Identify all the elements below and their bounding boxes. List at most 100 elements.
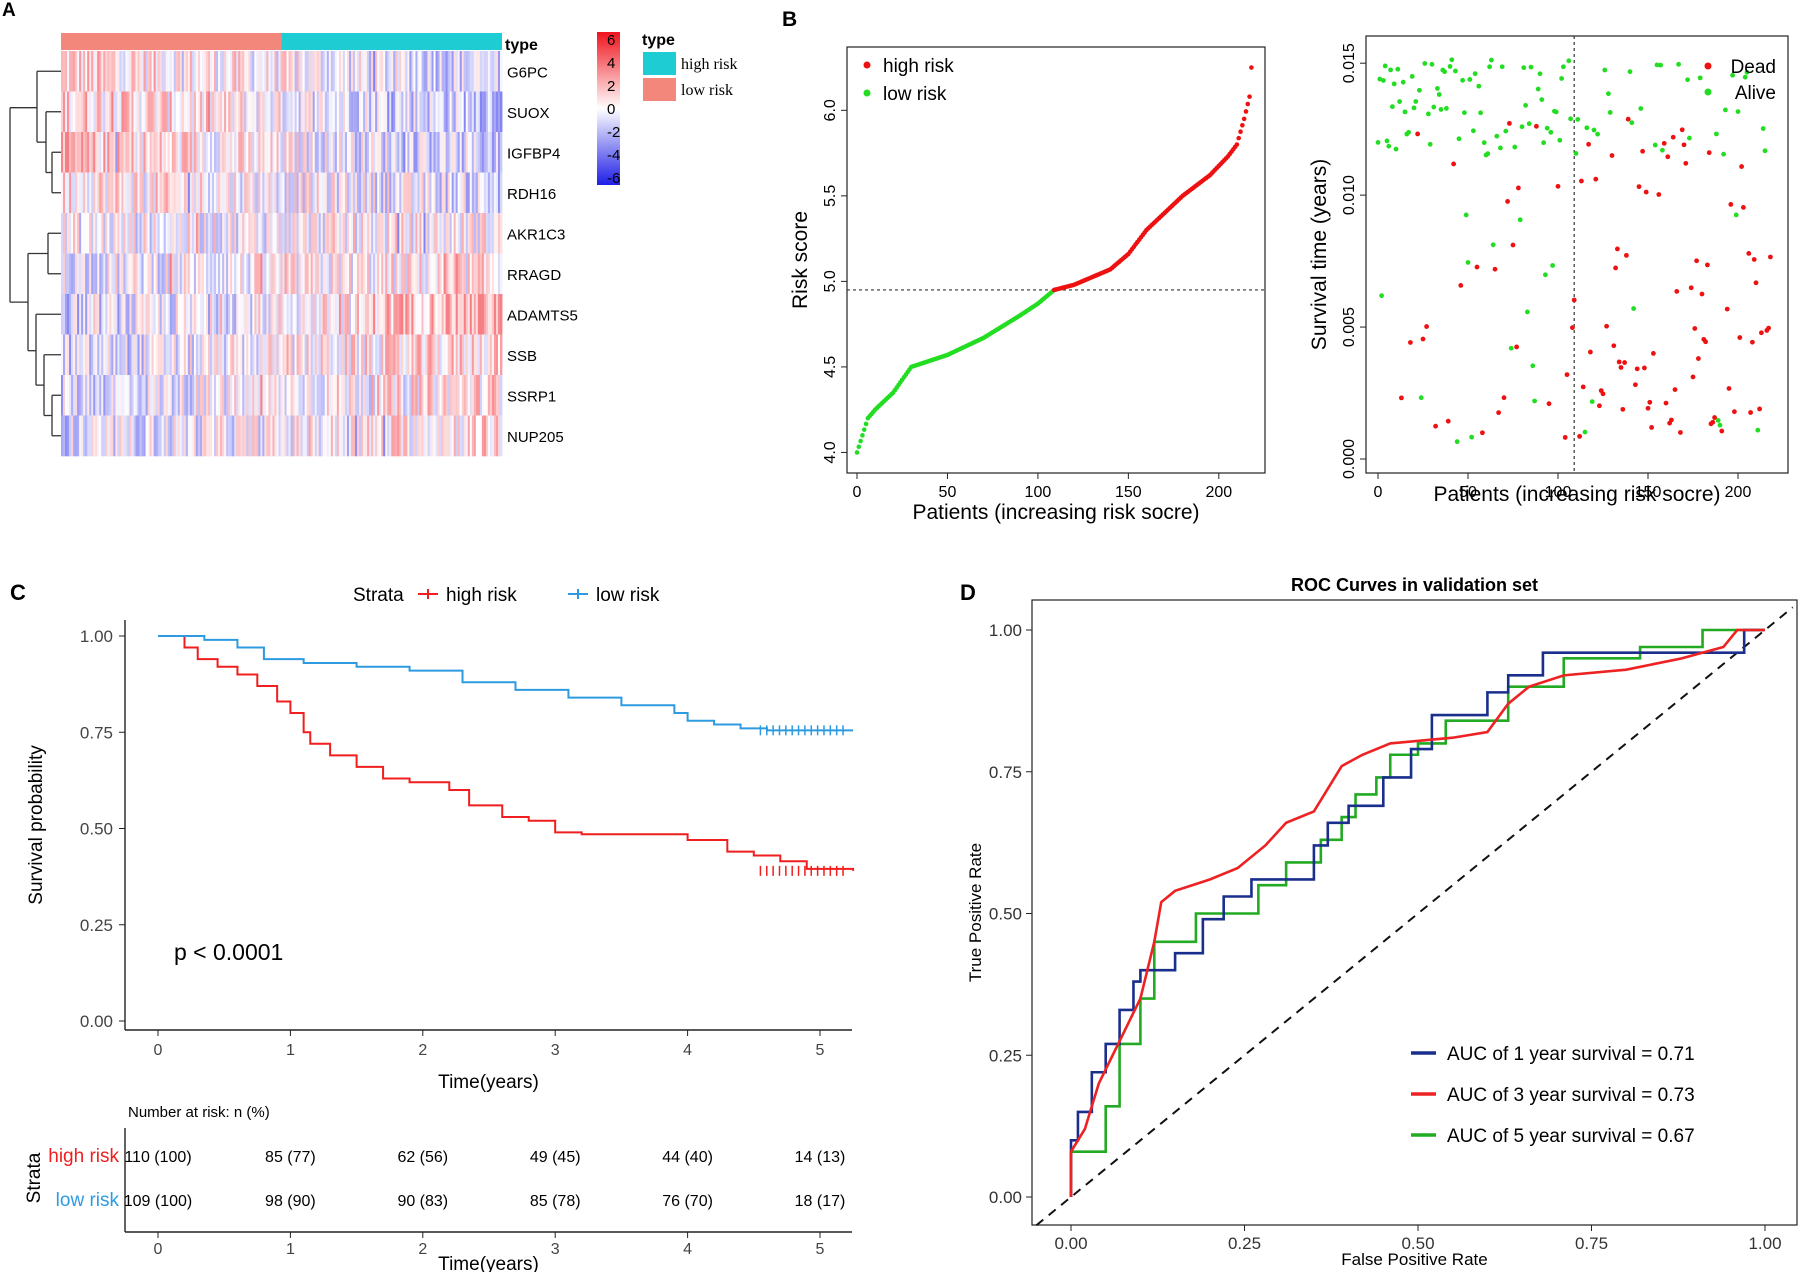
- heat-cell: [338, 294, 342, 335]
- heat-cell: [421, 375, 424, 416]
- heat-cell: [405, 415, 408, 457]
- heat-cell: [199, 253, 203, 295]
- alive-point: [1582, 429, 1588, 435]
- heat-cell: [477, 294, 481, 335]
- heat-cell: [254, 253, 257, 295]
- heat-cell: [377, 213, 380, 254]
- heat-cell: [499, 253, 503, 295]
- heat-cell: [77, 213, 80, 254]
- heat-cell: [91, 91, 94, 133]
- heat-cell: [117, 172, 120, 214]
- heat-cell: [284, 253, 287, 295]
- heat-cell: [415, 51, 418, 92]
- heat-cell: [288, 294, 291, 335]
- heat-cell: [423, 91, 426, 133]
- heat-cell: [165, 294, 169, 335]
- heat-cell: [330, 415, 334, 457]
- heat-cell: [242, 415, 245, 457]
- heat-cell: [189, 51, 193, 92]
- heat-cell: [475, 172, 479, 214]
- heat-cell: [218, 132, 221, 173]
- heat-cell: [161, 334, 165, 376]
- heat-cell: [481, 132, 485, 173]
- heat-cell: [157, 91, 161, 133]
- heat-cell: [165, 375, 169, 416]
- heat-cell: [220, 172, 223, 214]
- heat-cell: [439, 253, 442, 295]
- heat-cell: [391, 132, 394, 173]
- alive-point: [1526, 121, 1532, 127]
- heat-cell: [369, 334, 372, 376]
- heat-cell: [159, 91, 163, 133]
- heat-cell: [435, 415, 438, 457]
- heat-cell: [415, 294, 418, 335]
- colorbar-tick: -4: [607, 147, 620, 164]
- heat-cell: [481, 294, 485, 335]
- heat-cell: [73, 334, 76, 376]
- heat-cell: [264, 132, 267, 173]
- heat-cell: [268, 132, 271, 173]
- heat-cell: [214, 415, 217, 457]
- heat-cell: [228, 51, 231, 92]
- heat-cell: [65, 334, 68, 376]
- heat-cell: [429, 294, 432, 335]
- heat-cell: [169, 213, 173, 254]
- x-tick-label: 200: [1725, 484, 1752, 501]
- heat-cell: [81, 51, 84, 92]
- heat-cell: [369, 51, 372, 92]
- heat-cell: [119, 415, 122, 457]
- dead-point: [1739, 164, 1744, 169]
- heat-cell: [79, 132, 82, 173]
- heat-cell: [361, 213, 364, 254]
- alive-point: [1386, 143, 1392, 149]
- heat-cell: [115, 334, 118, 376]
- heat-cell: [326, 294, 330, 335]
- heat-cell: [342, 375, 346, 416]
- heat-cell: [336, 334, 340, 376]
- heat-cell: [350, 91, 354, 133]
- heat-cell: [479, 375, 483, 416]
- heat-cell: [397, 294, 400, 335]
- dead-point: [1699, 291, 1705, 297]
- heat-cell: [373, 172, 376, 214]
- heat-cell: [415, 91, 418, 133]
- heat-cell: [153, 172, 157, 214]
- heat-cell: [292, 294, 295, 335]
- heat-cell: [85, 213, 88, 254]
- heat-cell: [451, 213, 455, 254]
- heat-cell: [483, 334, 487, 376]
- heat-cell: [280, 294, 283, 335]
- heat-cell: [359, 415, 362, 457]
- alive-point: [1654, 62, 1660, 68]
- heat-cell: [457, 51, 461, 92]
- dead-point: [1674, 288, 1680, 294]
- heat-cell: [383, 253, 386, 295]
- heat-cell: [387, 213, 390, 254]
- heat-cell: [401, 334, 404, 376]
- heat-cell: [411, 213, 414, 254]
- heat-cell: [423, 51, 426, 92]
- gene-label: G6PC: [507, 64, 548, 81]
- heat-cell: [218, 253, 221, 295]
- heat-cell: [117, 294, 120, 335]
- heat-cell: [99, 294, 102, 335]
- heat-cell: [324, 132, 328, 173]
- heat-cell: [163, 172, 167, 214]
- heat-cell: [75, 334, 78, 376]
- heat-cell: [89, 375, 92, 416]
- heat-cell: [133, 253, 136, 295]
- heat-cell: [304, 415, 308, 457]
- heat-cell: [437, 51, 440, 92]
- alive-point: [1676, 61, 1681, 67]
- heat-cell: [306, 213, 310, 254]
- heat-cell: [463, 253, 467, 295]
- heat-cell: [272, 91, 275, 133]
- heat-cell: [437, 334, 440, 376]
- heat-cell: [250, 294, 253, 335]
- heat-cell: [157, 51, 161, 92]
- heat-cell: [171, 132, 175, 173]
- heat-cell: [439, 334, 442, 376]
- heat-cell: [61, 51, 64, 92]
- heat-cell: [383, 375, 386, 416]
- heat-cell: [427, 375, 430, 416]
